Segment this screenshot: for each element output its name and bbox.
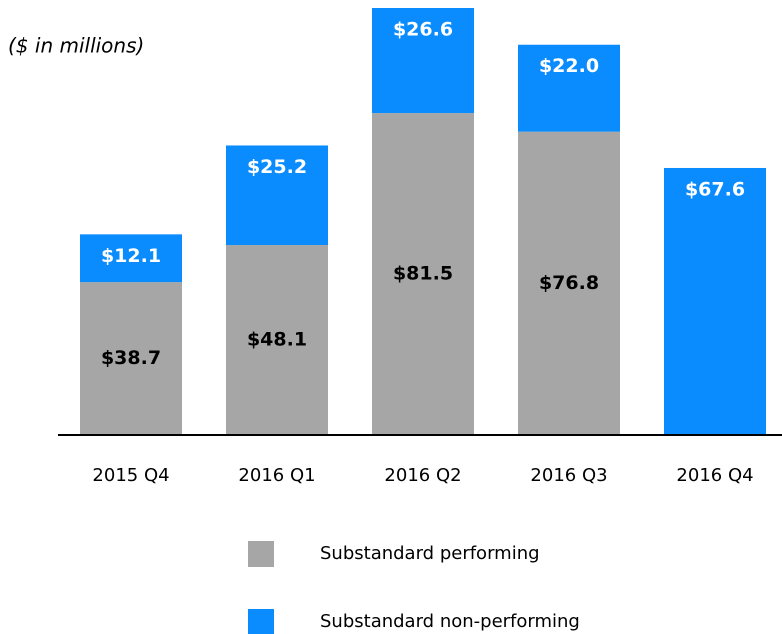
bar-segment [80, 282, 182, 435]
value-label: $25.2 [247, 156, 307, 178]
bar-segment [226, 145, 328, 246]
value-label: $26.6 [393, 19, 453, 41]
bar-segment [80, 234, 182, 283]
x-tick-label: 2016 Q3 [530, 465, 607, 486]
value-label: $76.8 [539, 272, 599, 294]
bar-segment [226, 245, 328, 435]
value-label: $38.7 [101, 347, 161, 369]
value-label: $12.1 [101, 245, 161, 267]
bar-segment [372, 8, 474, 114]
bar-segment [518, 131, 620, 435]
bar-segment [372, 113, 474, 435]
legend-label: Substandard non-performing [320, 611, 580, 632]
x-tick-label: 2016 Q1 [238, 465, 315, 486]
legend-label: Substandard performing [320, 543, 540, 564]
value-label: $67.6 [685, 178, 745, 200]
x-tick-label: 2016 Q2 [384, 465, 461, 486]
bar-segment [518, 44, 620, 132]
value-label: $22.0 [539, 55, 599, 77]
legend-swatch [248, 609, 274, 634]
value-label: $48.1 [247, 329, 307, 351]
legend-swatch [248, 541, 274, 567]
x-tick-label: 2016 Q4 [676, 465, 753, 486]
value-label: $81.5 [393, 263, 453, 285]
bar-segment [664, 167, 766, 436]
x-tick-label: 2015 Q4 [92, 465, 169, 486]
chart-subtitle: ($ in millions) [8, 34, 144, 58]
